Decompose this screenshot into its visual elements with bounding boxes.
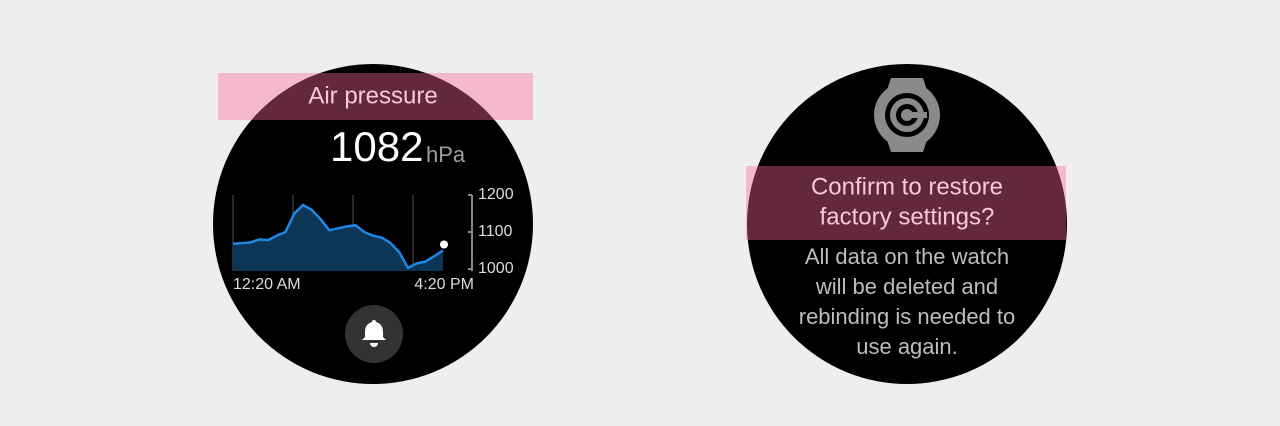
y-tick-label: 1100: [478, 223, 513, 240]
dialog-title: Confirm to restore: [811, 173, 1003, 200]
highlight: [746, 166, 1066, 240]
dialog-body: All data on the watch: [805, 244, 1009, 269]
x-label: 4:20 PM: [414, 276, 474, 293]
y-tick-label: 1200: [478, 186, 514, 203]
dialog-body: will be deleted and: [815, 274, 998, 299]
watch-face: [213, 64, 533, 384]
dialog-body: use again.: [856, 334, 958, 359]
dialog-body: rebinding is needed to: [799, 304, 1016, 329]
pressure-chart: 1200 1100 1000 12:20 AM 4:20 PM: [232, 186, 514, 293]
dialog-title: factory settings?: [820, 203, 995, 230]
x-label: 12:20 AM: [233, 276, 301, 293]
highlight: [218, 73, 533, 120]
area: [233, 205, 443, 271]
pressure-value: 1082: [330, 123, 423, 170]
bell-icon: [362, 320, 386, 347]
title: Air pressure: [308, 82, 437, 109]
watch-icon: [874, 78, 940, 152]
pressure-unit: hPa: [426, 142, 466, 167]
line: [232, 203, 444, 270]
y-tick-label: 1000: [478, 260, 514, 277]
watch-face: [747, 64, 1067, 384]
current-point: [440, 240, 448, 249]
